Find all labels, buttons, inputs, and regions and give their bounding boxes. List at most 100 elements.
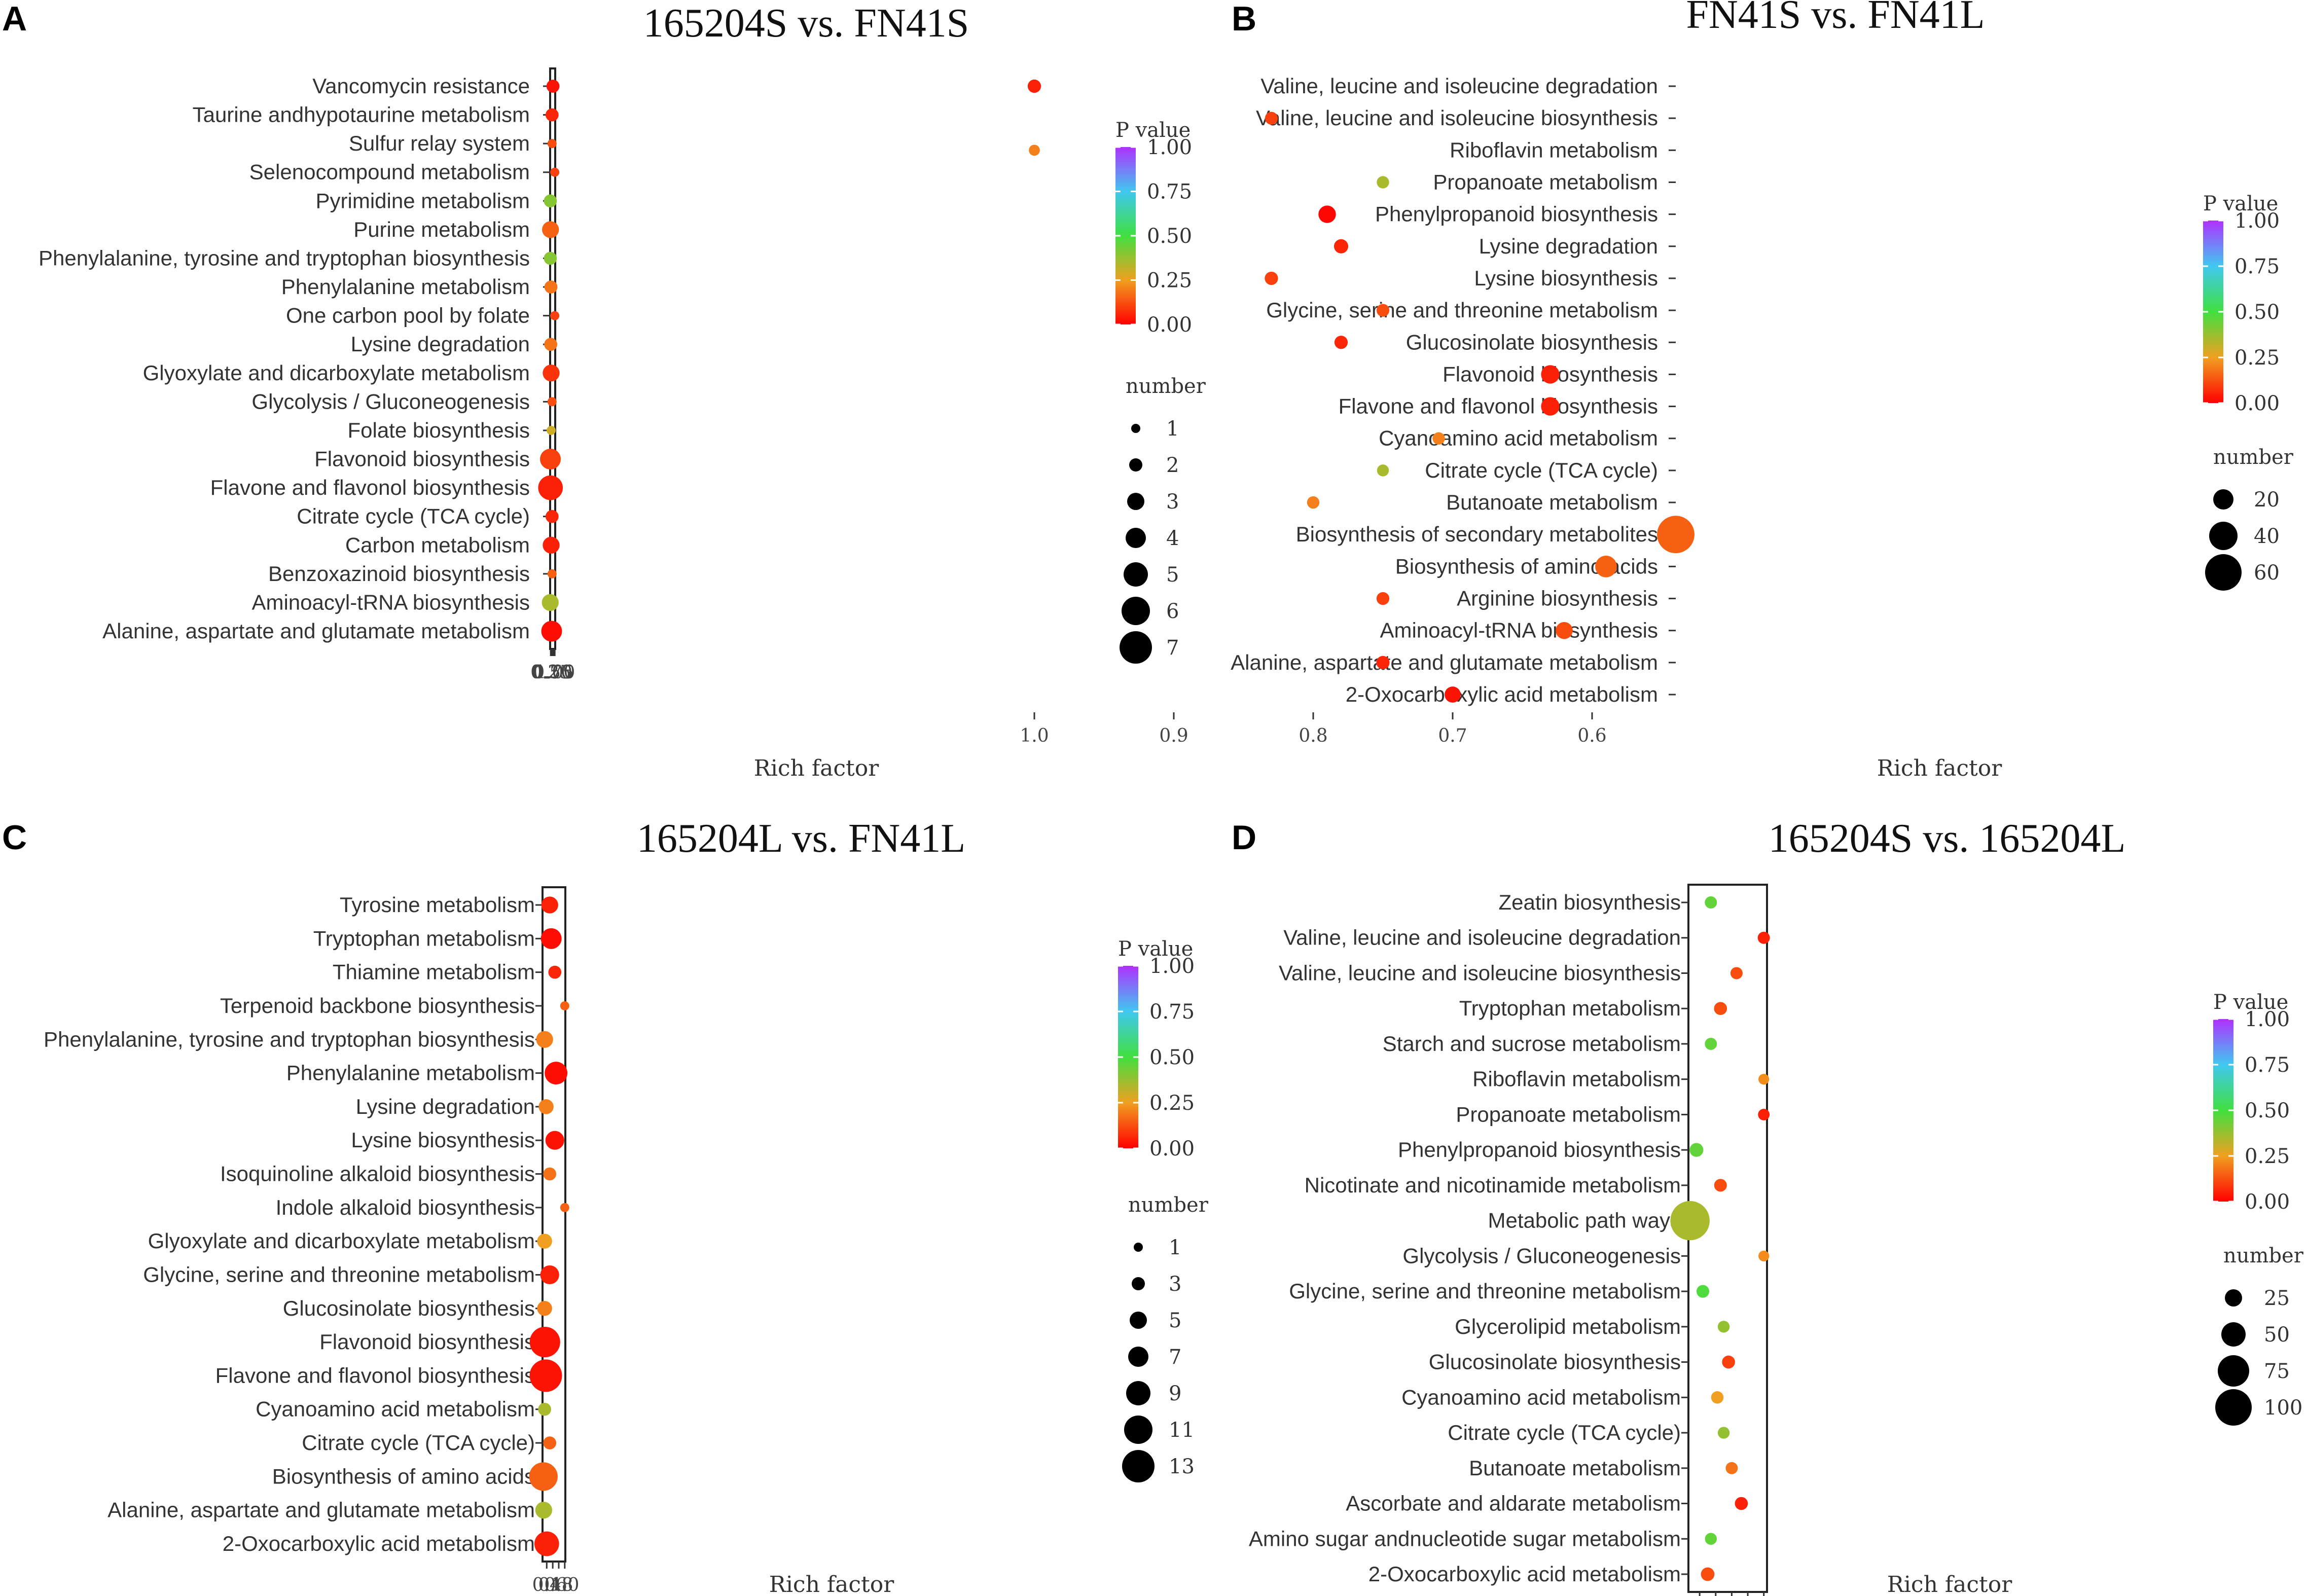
x-tick-label: 0.75	[533, 662, 573, 683]
x-tick-label: 0.50	[532, 662, 572, 683]
y-tick-label: Biosynthesis of amino acids	[1395, 554, 1658, 578]
plot-frame	[1687, 884, 1768, 1593]
y-tick-label: Glyoxylate and dicarboxylate metabolism	[148, 1229, 535, 1253]
y-tick-label: Lysine biosynthesis	[351, 1128, 535, 1152]
chart-title: 165204S vs. FN41S	[643, 1, 969, 46]
pvalue-legend-label: 0.75	[1147, 180, 1192, 204]
pvalue-legend-label: 0.25	[1149, 1092, 1195, 1115]
number-legend-dot	[2225, 1289, 2242, 1307]
plot-frame	[549, 67, 556, 650]
data-point	[542, 594, 559, 611]
data-point	[537, 1234, 552, 1249]
data-point	[1735, 1497, 1748, 1510]
number-legend-title: number	[2213, 446, 2294, 469]
y-tick-label: Starch and sucrose metabolism	[1383, 1032, 1681, 1056]
y-tick-label: Phenylalanine, tyrosine and tryptophan b…	[39, 246, 530, 270]
data-point	[1556, 622, 1573, 639]
chart-title: FN41S vs. FN41L	[1686, 0, 1985, 37]
pvalue-legend-label: 0.50	[2245, 1099, 2290, 1122]
data-point	[1689, 1143, 1704, 1157]
pvalue-legend-label: 1.00	[2234, 209, 2280, 233]
number-legend-dot	[1122, 1450, 1155, 1482]
data-point	[560, 1001, 569, 1010]
data-point	[1307, 496, 1320, 509]
number-legend-label: 40	[2254, 525, 2280, 548]
data-point	[547, 569, 557, 578]
data-point	[1027, 79, 1041, 93]
y-tick-label: Butanoate metabolism	[1446, 490, 1658, 514]
y-tick-label: Glucosinolate biosynthesis	[283, 1296, 535, 1320]
y-tick-label: One carbon pool by folate	[286, 304, 530, 328]
y-tick-label: Tyrosine metabolism	[340, 893, 535, 917]
number-legend-title: number	[1126, 375, 1206, 398]
data-point	[1701, 1567, 1715, 1581]
number-legend-label: 50	[2264, 1323, 2290, 1347]
data-point	[1717, 1427, 1730, 1439]
x-tick-label: 0.25	[530, 662, 571, 683]
number-legend-dot	[1126, 1381, 1150, 1405]
x-axis-label: Rich factor	[754, 755, 880, 781]
y-tick-label: Biosynthesis of amino acids	[272, 1464, 535, 1488]
data-point	[545, 108, 559, 122]
y-tick-label: Ascorbate and aldarate metabolism	[1346, 1492, 1681, 1515]
x-tick-label: 0.4	[532, 1575, 561, 1595]
panel-D: D 165204S vs. 165204L Zeatin biosynthesis V…	[1232, 816, 2304, 1596]
number-legend-label: 100	[2264, 1396, 2302, 1420]
data-point	[544, 338, 558, 351]
number-legend-label: 7	[1166, 636, 1179, 660]
y-tick-label: Alanine, aspartate and glutamate metabol…	[107, 1498, 535, 1522]
data-point	[544, 280, 558, 294]
x-tick-label: 0.6	[1577, 726, 1606, 746]
data-point	[534, 1531, 559, 1556]
pvalue-legend-label: 0.00	[1147, 313, 1192, 337]
data-point	[1714, 1002, 1727, 1015]
panel-A: A 165204S vs. FN41S Vancomycin resistance T…	[2, 0, 1206, 781]
data-point	[547, 425, 556, 435]
data-point	[543, 1436, 557, 1449]
y-tick-label: Tryptophan metabolism	[1459, 996, 1681, 1020]
data-point	[1714, 1179, 1727, 1192]
y-tick-label: Flavonoid biosynthesis	[319, 1330, 535, 1354]
y-tick-label: Terpenoid backbone biosynthesis	[220, 994, 535, 1018]
data-point	[1670, 1201, 1710, 1241]
pvalue-legend-title: P value	[2213, 991, 2288, 1014]
number-legend-label: 11	[1169, 1419, 1195, 1442]
number-legend-label: 2	[1166, 454, 1179, 477]
data-point	[535, 1502, 553, 1519]
x-tick-label: 1.00	[534, 662, 575, 683]
pvalue-legend-label: 0.00	[1149, 1137, 1195, 1160]
y-tick-label: Glycine, serine and threonine metabolism	[1289, 1279, 1681, 1303]
y-tick-label: Zeatin biosynthesis	[1498, 890, 1681, 914]
y-tick-label: Nicotinate and nicotinamide metabolism	[1305, 1173, 1681, 1197]
data-point	[543, 365, 560, 382]
chart-title: 165204S vs. 165204L	[1769, 816, 2126, 861]
number-legend-label: 75	[2264, 1360, 2290, 1383]
pvalue-legend-label: 0.25	[2234, 346, 2280, 370]
panel-letter: C	[2, 818, 27, 857]
y-tick-label: Metabolic path ways	[1488, 1209, 1681, 1232]
number-legend-dot	[1130, 1312, 1147, 1329]
y-tick-label: Lysine degradation	[1479, 234, 1658, 258]
data-point	[545, 510, 559, 523]
data-point	[1722, 1355, 1735, 1369]
data-point	[538, 475, 563, 500]
number-legend-dot	[2218, 1355, 2249, 1387]
panel-C: C 165204L vs. FN41L Tyrosine metabolism Try…	[2, 816, 1209, 1596]
pvalue-legend-title: P value	[1118, 937, 1193, 961]
data-point	[1377, 176, 1389, 189]
y-tick-label: Valine, leucine and isoleucine biosynthe…	[1256, 106, 1658, 130]
x-tick-label: 0.6	[538, 1575, 567, 1595]
data-point	[547, 139, 557, 149]
number-legend-dot	[1131, 424, 1140, 433]
number-legend-label: 5	[1166, 563, 1179, 587]
number-legend-label: 4	[1166, 527, 1179, 550]
data-point	[1705, 1037, 1717, 1050]
data-point	[1705, 896, 1717, 909]
data-point	[1657, 516, 1695, 554]
x-tick-label: 1.0	[550, 1575, 579, 1595]
data-point	[1445, 686, 1461, 703]
x-tick-label: 0.8	[1299, 726, 1327, 746]
y-tick-label: Pyrimidine metabolism	[316, 189, 530, 212]
data-point	[1376, 592, 1390, 605]
y-tick-label: Biosynthesis of secondary metabolites	[1296, 522, 1658, 546]
